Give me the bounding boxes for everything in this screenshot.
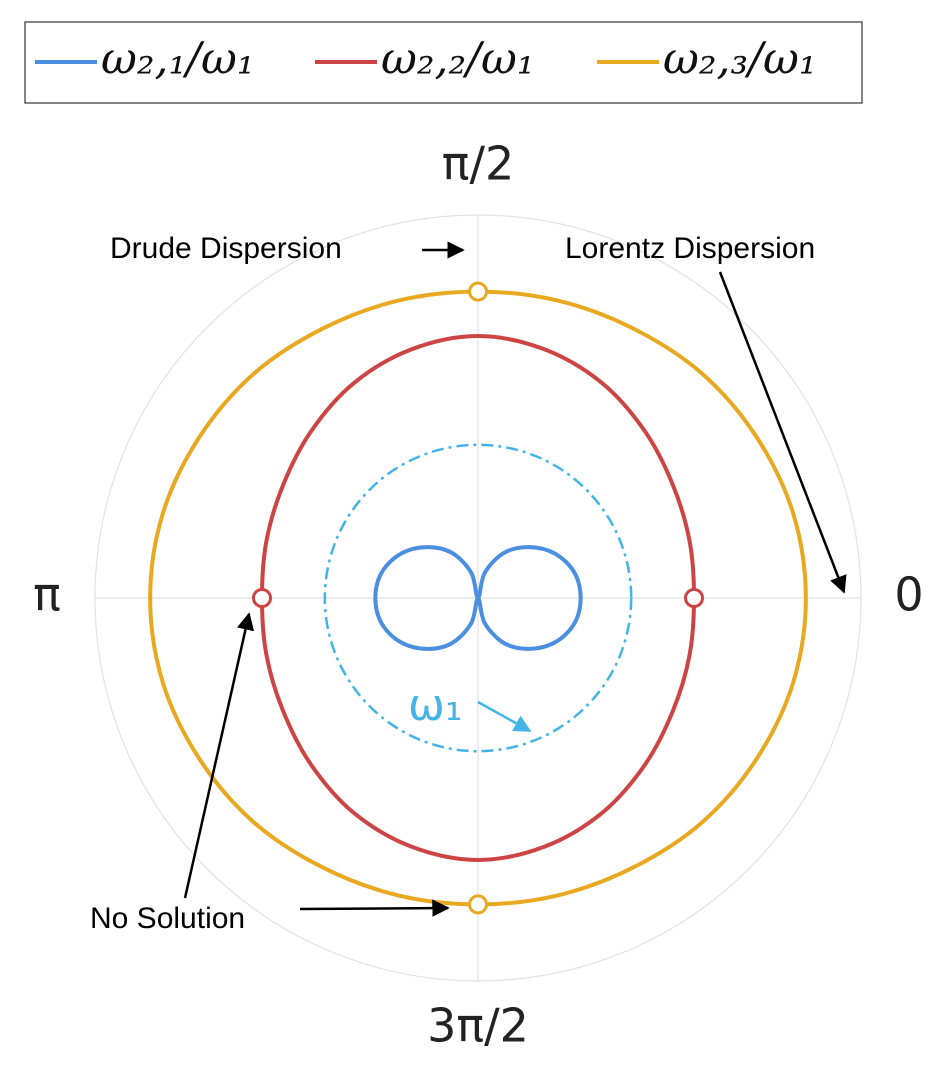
arrow bbox=[183, 612, 255, 899]
arrow bbox=[299, 899, 450, 917]
annotation: Lorentz Dispersion bbox=[565, 232, 815, 265]
legend-label: ω₂,₃/ω₁ bbox=[663, 34, 816, 85]
legend-label: ω₂,₂/ω₁ bbox=[381, 34, 534, 85]
open-marker bbox=[468, 281, 488, 302]
grid bbox=[94, 214, 862, 982]
series-line bbox=[373, 545, 583, 651]
open-marker bbox=[251, 588, 272, 608]
theta-tick-label: π/2 bbox=[442, 137, 514, 191]
arrow bbox=[477, 700, 532, 733]
legend-box bbox=[24, 21, 863, 104]
annotation: Drude Dispersion bbox=[110, 232, 342, 265]
theta-tick-label: π bbox=[33, 568, 61, 622]
reference-circle bbox=[323, 443, 633, 753]
plot bbox=[148, 281, 808, 915]
series-line bbox=[148, 289, 808, 907]
open-marker bbox=[684, 588, 705, 608]
open-marker bbox=[468, 894, 488, 915]
reference-label: ω₁ bbox=[408, 680, 462, 731]
annotation: No Solution bbox=[90, 902, 245, 935]
theta-tick-label: 0 bbox=[894, 568, 923, 622]
theta-tick-label: 3π/2 bbox=[427, 999, 529, 1053]
arrow bbox=[718, 271, 847, 594]
legend-label: ω₂,₁/ω₁ bbox=[101, 34, 254, 85]
